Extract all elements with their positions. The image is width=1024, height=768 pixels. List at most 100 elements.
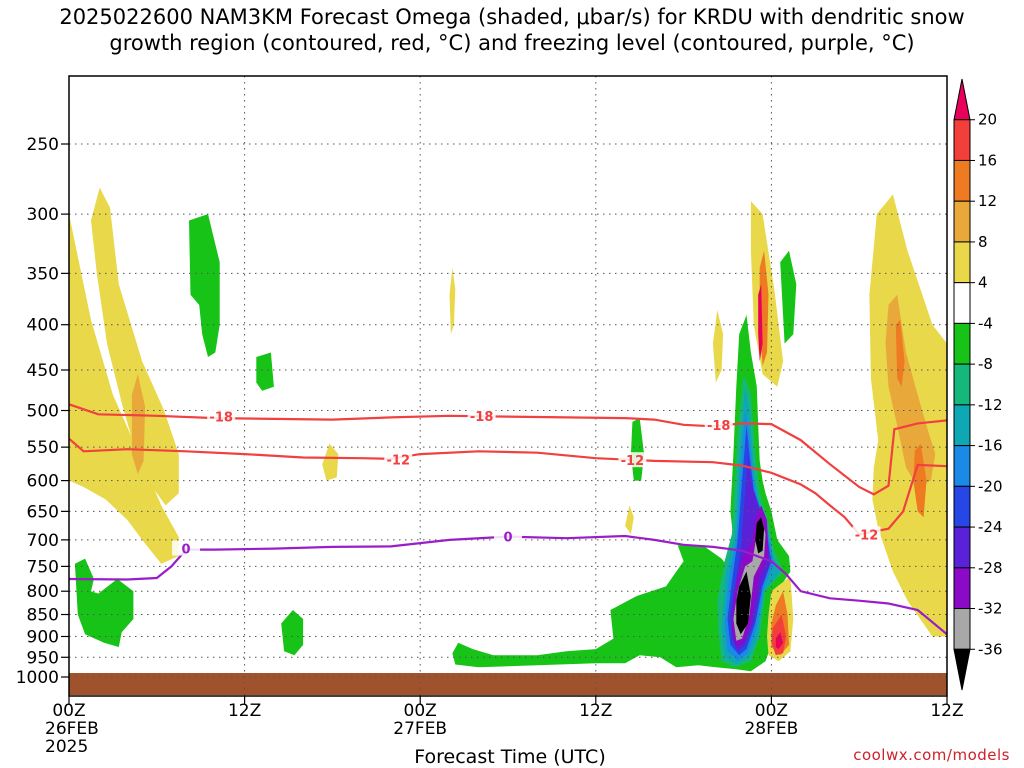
- y-tick-label: 300: [27, 205, 59, 225]
- title-line-2: growth region (contoured, red, °C) and f…: [109, 31, 915, 55]
- omega-shade-15: [256, 352, 274, 391]
- contour-label-bg: [207, 408, 236, 424]
- contour-label-bg: [618, 452, 647, 468]
- y-tick-label: 650: [27, 502, 59, 522]
- omega-shade-17: [630, 418, 645, 481]
- omega-shade-14: [189, 214, 220, 357]
- contour-label: 0: [182, 543, 191, 558]
- omega-shade-12: [913, 443, 927, 518]
- colorbar-label: 16: [978, 151, 997, 169]
- contour-label: -12: [621, 454, 645, 469]
- colorbar-bin: [953, 78, 971, 121]
- colorbar-bin: [953, 119, 971, 161]
- omega-shade-27: [736, 571, 751, 635]
- omega-shade-33: [758, 284, 763, 362]
- colorbar-label: 20: [978, 111, 997, 129]
- omega-shade-28: [755, 517, 765, 554]
- contour-label-bg: [384, 451, 413, 467]
- colorbar-bin: [953, 322, 971, 365]
- x-tick-label: 27FEB: [393, 719, 447, 739]
- contour-line-2: [69, 534, 947, 636]
- y-tick-label: 700: [27, 531, 59, 551]
- omega-shade-19: [452, 315, 791, 672]
- shaded-omega-field: [69, 187, 947, 672]
- colorbar-bin: [953, 445, 971, 487]
- omega-shade-13: [74, 558, 134, 647]
- colorbar-bin: [953, 648, 971, 691]
- x-tick-label: 00Z: [52, 701, 85, 721]
- y-tick-label: 800: [27, 582, 59, 602]
- x-tick-label: 28FEB: [744, 719, 798, 739]
- contour-label: -12: [855, 528, 879, 543]
- omega-shade-0: [69, 214, 179, 564]
- y-tick-label: 500: [27, 402, 59, 422]
- colorbar-label: 4: [978, 274, 988, 292]
- omega-shade-5: [625, 505, 634, 535]
- colorbar-label: -4: [978, 314, 993, 332]
- colorbar-bin: [953, 200, 971, 243]
- colorbar: 20 16 12 8 4 -4 -8 -12 -16 -20 -24 -28 -32 -36: [953, 78, 1003, 691]
- colorbar-label: -20: [978, 477, 1003, 495]
- contour-label-bg: [852, 526, 881, 542]
- omega-shade-18: [780, 250, 797, 344]
- chart-title: 2025022600 NAM3KM Forecast Omega (shaded…: [0, 4, 1024, 56]
- colorbar-label: -28: [978, 559, 1003, 577]
- colorbar-label: -36: [978, 640, 1003, 658]
- contour-label: -18: [707, 419, 731, 434]
- contour-label: -12: [387, 454, 411, 469]
- colorbar-bin: [953, 159, 971, 202]
- colorbar-label: 12: [978, 192, 997, 210]
- colorbar-bin: [953, 241, 971, 284]
- omega-shade-16: [281, 610, 304, 656]
- contour-label-bg: [494, 528, 522, 544]
- colorbar-bin: [953, 526, 971, 569]
- x-tick-label: 12Z: [228, 701, 261, 721]
- contour-label: -18: [470, 410, 494, 425]
- colorbar-label: -16: [978, 437, 1003, 455]
- colorbar-bin: [953, 567, 971, 610]
- y-tick-label: 550: [27, 438, 59, 458]
- colorbar-label: -32: [978, 600, 1003, 618]
- omega-shade-4: [449, 267, 456, 335]
- colorbar-bin: [953, 404, 971, 447]
- y-tick-label: 450: [27, 361, 59, 381]
- contour-label-bg: [467, 407, 496, 423]
- terrain-strip: [69, 673, 947, 695]
- y-tick-label: 600: [27, 472, 59, 492]
- colorbar-bin: [953, 282, 971, 324]
- y-tick-label: 850: [27, 606, 59, 626]
- colorbar-label: -12: [978, 396, 1003, 414]
- title-line-1: 2025022600 NAM3KM Forecast Omega (shaded…: [59, 5, 965, 29]
- x-tick-label: 00Z: [755, 701, 788, 721]
- colorbar-bin: [953, 363, 971, 406]
- y-tick-label: 750: [27, 557, 59, 577]
- x-tick-label: 2025: [45, 737, 88, 757]
- y-tick-label: 250: [27, 135, 59, 155]
- contour-label: -18: [209, 411, 233, 426]
- y-axis: 250 300 350 400 450 500 550 600 650 700 750 800 850 9…: [16, 135, 69, 688]
- x-tick-label: 00Z: [404, 701, 437, 721]
- colorbar-label: -8: [978, 355, 993, 373]
- x-axis-label: Forecast Time (UTC): [414, 746, 606, 768]
- y-tick-label: 350: [27, 264, 59, 284]
- omega-shade-6: [712, 310, 724, 383]
- x-tick-label: 12Z: [579, 701, 612, 721]
- credit-text: coolwx.com/models: [853, 746, 1010, 764]
- y-tick-label: 950: [27, 648, 59, 668]
- x-tick-label: 12Z: [930, 701, 963, 721]
- contour-label-bg: [172, 540, 201, 556]
- colorbar-label: -24: [978, 518, 1003, 536]
- y-tick-label: 400: [27, 316, 59, 336]
- omega-shade-3: [322, 443, 339, 481]
- colorbar-bin: [953, 485, 971, 528]
- contour-line-0: [69, 403, 947, 496]
- x-tick-label: 26FEB: [45, 719, 99, 739]
- colorbar-bin: [953, 608, 971, 650]
- contour-label: 0: [503, 531, 512, 546]
- plot-frame: [68, 75, 948, 697]
- colorbar-label: 8: [978, 233, 988, 251]
- omega-shade-1: [91, 187, 179, 506]
- contour-label-bg: [704, 416, 733, 432]
